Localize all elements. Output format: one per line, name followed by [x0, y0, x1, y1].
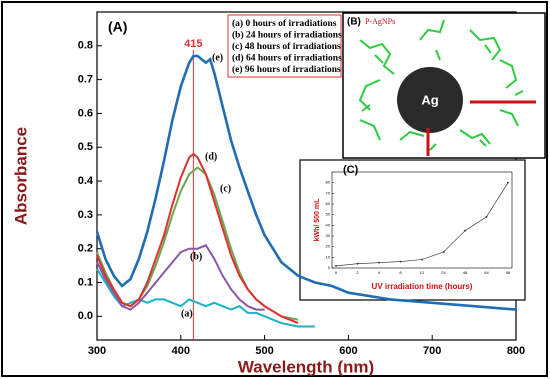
legend-entry: (e) 96 hours of irradiations — [232, 64, 341, 75]
core-label: Ag — [421, 92, 438, 107]
data-point — [335, 264, 337, 267]
silver-core — [397, 67, 463, 133]
data-line — [96, 152, 299, 325]
inset-plot-frame — [331, 171, 513, 269]
y-tick-label: 0.1 — [78, 276, 93, 288]
legend-entry: (b) 24 hours of irradiations — [232, 30, 342, 41]
y-tick-label: 20 — [326, 244, 331, 249]
x-tick-label: 96 — [506, 270, 511, 275]
panel-label: (C) — [343, 164, 359, 176]
data-point — [485, 215, 488, 218]
x-tick-label: 8 — [399, 270, 402, 275]
y-tick-label: 0.0 — [78, 310, 93, 322]
peak-label: 415 — [184, 38, 202, 50]
curve-label: (b) — [190, 251, 202, 262]
legend — [227, 14, 342, 78]
data-point — [378, 261, 380, 264]
legend-entry: (a) 0 hours of irradiations — [232, 18, 337, 29]
y-tick-label: 60 — [326, 201, 331, 206]
y-tick-label: 0.5 — [78, 141, 93, 153]
curve-label: (d) — [205, 151, 217, 162]
y-tick-label: 0.6 — [78, 107, 93, 119]
y-tick-label: 50 — [326, 212, 331, 217]
x-tick-label: 64 — [484, 270, 489, 275]
x-tick-label: 0 — [335, 270, 338, 275]
x-tick-label: 2 — [356, 270, 359, 275]
y-tick-label: 30 — [326, 233, 331, 238]
x-tick-label: 600 — [339, 345, 357, 357]
arrow — [426, 100, 536, 156]
panel-label: (B) — [347, 17, 361, 28]
y-tick-label: 0.3 — [78, 209, 93, 221]
legend-entry: (c) 48 hours of irradiations — [232, 41, 341, 52]
curve-label: (c) — [220, 183, 231, 194]
x-tick-label: 24 — [441, 270, 446, 275]
data-point — [399, 260, 402, 263]
inset-title: P-AgNPs — [365, 17, 395, 26]
curve-label: (e) — [212, 52, 223, 63]
x-axis-label: Wavelength (nm) — [238, 357, 374, 376]
x-tick-label: 700 — [423, 345, 441, 357]
data-point — [442, 251, 445, 253]
x-tick-label: 500 — [255, 345, 273, 357]
y-tick-label: 0.4 — [78, 175, 94, 187]
x-tick-label: 4 — [378, 270, 381, 275]
data-line — [96, 244, 265, 311]
y-tick-label: 0.8 — [78, 40, 93, 52]
x-tick-label: 300 — [88, 345, 106, 357]
curve-label: (a) — [181, 308, 193, 319]
polymer-shell — [358, 19, 524, 151]
x-axis-label: UV irradiation time (hours) — [372, 282, 473, 291]
y-tick-label: 10 — [326, 254, 331, 259]
y-tick-label: 70 — [326, 190, 331, 195]
y-tick-label: 0.2 — [78, 243, 93, 255]
y-axis-label: kWh/ 500 mL — [314, 198, 321, 242]
data-line — [95, 54, 517, 311]
inset-b: Ag (B) P-AgNPs — [342, 12, 546, 159]
data-point — [464, 229, 466, 232]
x-tick-label: 400 — [172, 345, 190, 357]
y-tick-label: 0 — [328, 265, 331, 270]
inset-c-frame — [299, 159, 526, 301]
y-tick-label: 0.7 — [78, 74, 93, 86]
data-point — [356, 262, 359, 265]
y-axis-label: Absorbance — [11, 127, 30, 225]
data-line — [96, 268, 315, 328]
x-tick-label: 48 — [463, 270, 468, 275]
y-tick-label: 40 — [326, 222, 331, 227]
x-tick-label: 800 — [507, 345, 525, 357]
legend-entry: (d) 64 hours of irradiations — [232, 53, 342, 64]
data-point — [507, 181, 509, 184]
data-point — [421, 258, 423, 261]
x-tick-label: 12 — [420, 270, 425, 275]
panel-label: (A) — [108, 19, 127, 35]
y-tick-label: 80 — [326, 180, 331, 185]
